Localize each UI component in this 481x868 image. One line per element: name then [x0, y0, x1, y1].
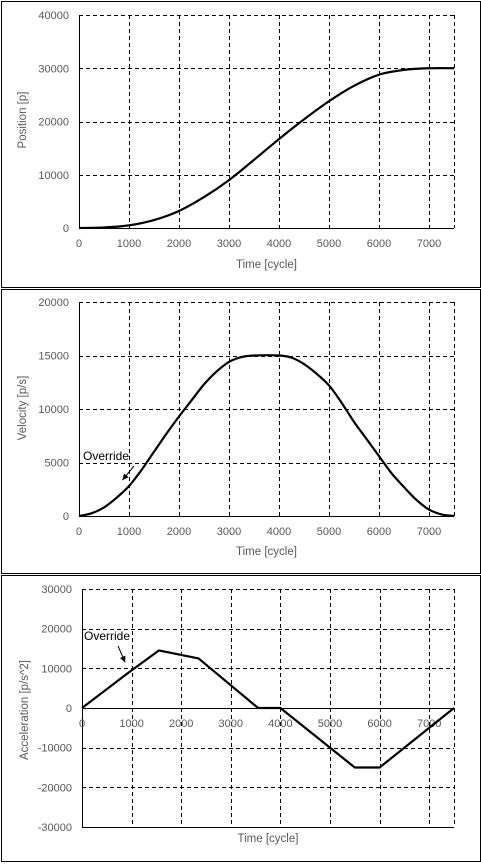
y-axis-label: Position [p]	[17, 92, 29, 149]
y-tick-label: -30000	[38, 822, 72, 834]
annotation-label: Override	[84, 629, 130, 643]
y-tick-label: 20000	[38, 297, 69, 309]
chart-panel-1: 0 10000 20000 30000 40000 0 1000 2000 3000 4000 50…	[1, 1, 481, 288]
x-tick-label: 0	[79, 718, 85, 730]
x-tick-label: 5000	[317, 238, 341, 250]
y-tick-label: -10000	[38, 743, 72, 755]
annotation-label: Override	[83, 449, 129, 463]
x-tick-label: 3000	[217, 526, 241, 538]
series-line	[78, 354, 455, 518]
annotation-arrowhead	[122, 473, 129, 481]
x-axis-label: Time [cycle]	[238, 833, 299, 845]
y-tick-label: 10000	[38, 170, 69, 182]
x-tick-label: 7000	[417, 526, 441, 538]
y-tick-label: 20000	[41, 624, 72, 636]
y-tick-label: 10000	[41, 663, 72, 675]
y-axis-label: Velocity [p/s]	[17, 376, 29, 441]
chart-panel-3: -30000 -20000 -10000 0 10000 20000 30000 0 1000 2…	[1, 575, 481, 862]
panel-frame	[1, 1, 481, 288]
x-axis-label: Time [cycle]	[236, 259, 297, 271]
y-tick-label: 0	[66, 703, 72, 715]
panel-frame	[1, 575, 481, 862]
x-tick-label: 2000	[167, 238, 191, 250]
chart-panel-2: 0 5000 10000 15000 20000 0 1000 2000 3000 4000 500…	[1, 289, 481, 574]
x-tick-label: 6000	[367, 526, 391, 538]
x-tick-label: 4000	[268, 718, 292, 730]
y-tick-label: 30000	[41, 584, 72, 596]
x-tick-label: 4000	[267, 526, 291, 538]
y-tick-label: 20000	[38, 117, 69, 129]
x-tick-label: 4000	[267, 238, 291, 250]
x-tick-label: 6000	[367, 238, 391, 250]
x-tick-label: 7000	[417, 718, 441, 730]
x-tick-label: 5000	[318, 718, 342, 730]
panel-frame	[1, 289, 481, 574]
x-tick-label: 7000	[417, 238, 441, 250]
x-tick-label: 3000	[217, 238, 241, 250]
annotation-arrowhead	[119, 655, 126, 663]
y-axis-label: Acceleration [p/s^2]	[19, 660, 31, 760]
series-line	[78, 67, 455, 230]
x-tick-label: 2000	[167, 526, 191, 538]
y-tick-label: 0	[63, 511, 69, 523]
x-tick-label: 5000	[317, 526, 341, 538]
x-tick-label: 0	[76, 526, 82, 538]
x-tick-label: 6000	[367, 718, 391, 730]
y-tick-label: 10000	[38, 404, 69, 416]
series-line	[81, 649, 455, 769]
y-tick-label: 5000	[45, 458, 69, 470]
y-tick-label: 40000	[38, 10, 69, 22]
x-tick-label: 0	[76, 238, 82, 250]
x-tick-label: 1000	[117, 238, 141, 250]
y-tick-label: 0	[63, 223, 69, 235]
y-tick-label: -20000	[38, 782, 72, 794]
x-tick-label: 3000	[219, 718, 243, 730]
x-tick-label: 1000	[119, 718, 143, 730]
x-tick-label: 2000	[169, 718, 193, 730]
y-tick-label: 15000	[38, 351, 69, 363]
y-tick-label: 30000	[38, 63, 69, 75]
x-axis-label: Time [cycle]	[236, 546, 297, 558]
x-tick-label: 1000	[117, 526, 141, 538]
